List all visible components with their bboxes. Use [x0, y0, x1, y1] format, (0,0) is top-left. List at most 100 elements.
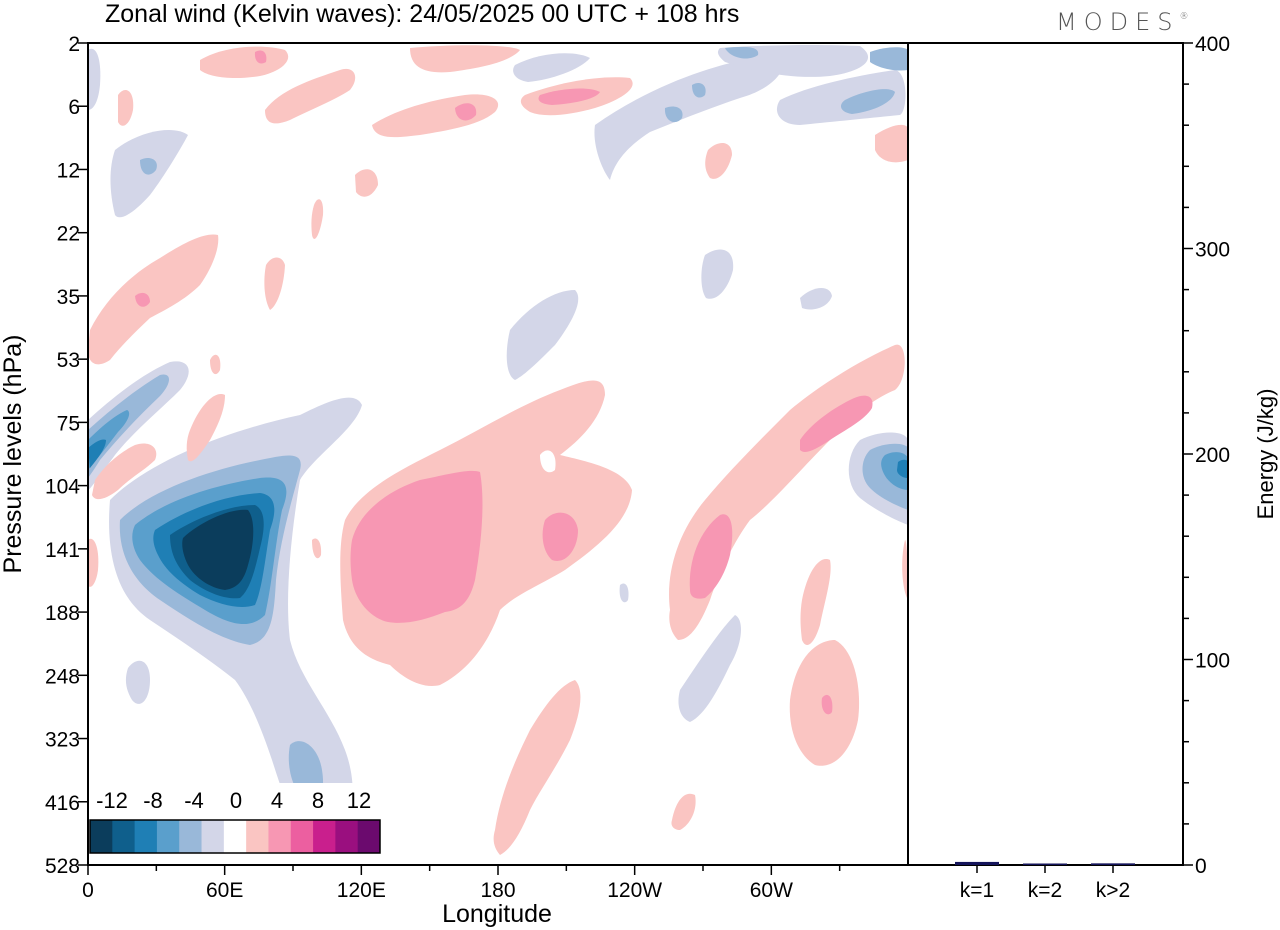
- energy-bar: [1091, 863, 1135, 865]
- energy-tick-label: 300: [1195, 239, 1230, 262]
- easterly-region: [88, 439, 106, 468]
- colorbar-swatch: [357, 820, 381, 853]
- westerly-region: [186, 394, 225, 462]
- easterly-region: [125, 660, 150, 704]
- x-tick-label: 120W: [607, 879, 662, 902]
- y-tick-label: 35: [57, 286, 80, 309]
- westerly-region: [264, 257, 285, 310]
- colorbar-swatch: [335, 820, 359, 853]
- westerly-region: [355, 169, 378, 197]
- westerly-region: [88, 234, 219, 365]
- westerly-region: [671, 793, 696, 830]
- westerly-region: [410, 45, 520, 73]
- easterly-region: [701, 249, 734, 299]
- easterly-region: [88, 361, 189, 490]
- x-tick-label: 120E: [337, 879, 386, 902]
- colorbar-label: -12: [96, 788, 128, 813]
- x-tick-label: 60E: [206, 879, 243, 902]
- easterly-region: [692, 83, 706, 98]
- y-tick-label: 104: [45, 476, 80, 499]
- westerly-region: [800, 559, 831, 645]
- westerly-region: [254, 50, 267, 64]
- easterly-region: [840, 89, 895, 114]
- energy-tick-label: 200: [1195, 444, 1230, 467]
- energy-bar: [955, 861, 999, 865]
- y-axis-title: Pressure levels (hPa): [0, 335, 27, 574]
- westerly-region: [312, 538, 322, 559]
- x-axis-title: Longitude: [442, 900, 552, 928]
- energy-tick-label: 100: [1195, 650, 1230, 673]
- westerly-region: [88, 538, 99, 587]
- registered-mark: ®: [1179, 12, 1189, 22]
- westerly-region: [540, 450, 556, 473]
- y-tick-label: 188: [45, 602, 80, 625]
- y-tick-label: 2: [68, 33, 80, 56]
- x-tick-label: 0: [82, 879, 94, 902]
- colorbar-swatch: [268, 820, 292, 853]
- energy-axis-title: Energy (J/kg): [1253, 389, 1278, 520]
- colorbar-label: -8: [143, 788, 163, 813]
- easterly-region: [870, 47, 908, 71]
- energy-tick-label: 0: [1195, 855, 1207, 878]
- y-tick-label: 323: [45, 729, 80, 752]
- westerly-region: [455, 103, 477, 121]
- easterly-region: [513, 53, 590, 82]
- westerly-region: [902, 540, 908, 600]
- wind-contour-field: -12 -8 -4 0 4 8 12: [88, 43, 908, 865]
- westerly-region: [118, 90, 134, 126]
- westerly-anomalies: [88, 45, 908, 855]
- westerly-region: [538, 88, 600, 105]
- westerly-region: [92, 443, 157, 500]
- y-tick-label: 528: [45, 855, 80, 878]
- easterly-region: [594, 57, 783, 180]
- easterly-region: [506, 290, 579, 380]
- energy-panel: 0 100 200 300 400 k=1 k=2 k>2 Energy (J/kg): [907, 33, 1278, 902]
- westerly-region: [265, 68, 356, 124]
- y-tick-label: 12: [57, 159, 80, 182]
- x-tick-label: 180: [480, 879, 515, 902]
- colorbar-swatch: [156, 820, 180, 853]
- energy-category-label: k=1: [960, 879, 994, 902]
- y-tick-label: 22: [57, 223, 80, 246]
- westerly-region: [135, 292, 150, 307]
- y-tick-label: 75: [57, 412, 80, 435]
- y-axis-left: 2 6 12 22 35 53 75 104 141 188 248 323 416 528: [45, 33, 88, 878]
- colorbar-label: -4: [184, 788, 204, 813]
- easterly-region: [664, 106, 683, 123]
- westerly-region: [210, 354, 221, 375]
- westerly-region: [821, 694, 833, 715]
- easterly-region: [800, 287, 832, 310]
- y-tick-label: 6: [68, 96, 80, 119]
- energy-plot-frame: [907, 42, 1184, 866]
- y-tick-label: 416: [45, 792, 80, 815]
- energy-tick-label: 400: [1195, 33, 1230, 56]
- westerly-region: [311, 199, 324, 239]
- easterly-region: [897, 459, 908, 478]
- colorbar-label: 12: [347, 788, 371, 813]
- energy-category-label: k=2: [1028, 879, 1062, 902]
- easterly-anomalies: [88, 44, 908, 855]
- colorbar-label: 8: [312, 788, 324, 813]
- westerly-region: [542, 512, 578, 561]
- y-tick-label: 141: [45, 539, 80, 562]
- colorbar-swatch: [90, 820, 113, 853]
- colorbar-swatch: [201, 820, 225, 853]
- energy-bar: [1023, 863, 1067, 865]
- x-tick-label: 60W: [750, 879, 793, 902]
- easterly-region: [619, 583, 629, 603]
- colorbar-swatch: [112, 820, 136, 853]
- colorbar-label: 0: [230, 788, 242, 813]
- y-tick-label: 248: [45, 665, 80, 688]
- energy-category-label: k>2: [1096, 879, 1130, 902]
- colorbar-swatch: [223, 820, 247, 853]
- easterly-region: [88, 374, 169, 478]
- brand-text: MODES: [1056, 8, 1180, 36]
- colorbar-label: 4: [271, 788, 283, 813]
- easterly-region: [140, 158, 157, 175]
- westerly-region: [350, 470, 483, 623]
- colorbar-legend: -12 -8 -4 0 4 8 12: [88, 783, 384, 863]
- easterly-region: [776, 70, 906, 125]
- westerly-region: [875, 124, 908, 163]
- westerly-region: [200, 46, 289, 78]
